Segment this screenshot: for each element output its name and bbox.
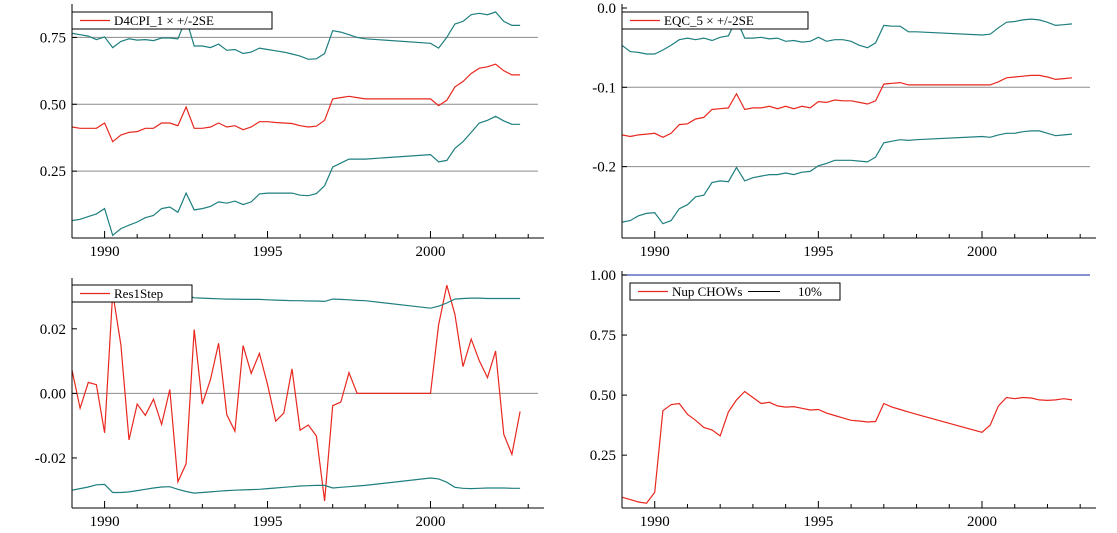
panel-d4cpi: 0.25 0.50 0.75 1990 1995 2000 D4CPI_1 × +/-2SE (40, 4, 544, 260)
y-tick-label: 0.75 (590, 328, 616, 344)
x-tick-label: 1995 (803, 244, 833, 260)
x-tick-label: 1990 (640, 514, 670, 530)
y-tick-label: -0.2 (592, 160, 616, 176)
y-tick-label: 0.75 (40, 30, 66, 46)
series-estimate-line (71, 63, 521, 143)
series-estimate-line (71, 285, 521, 501)
y-tick-label: 1.00 (590, 268, 616, 284)
legend: Res1Step (71, 284, 193, 303)
y-tick-label: 0.25 (40, 164, 66, 180)
y-tick-label: 0.50 (590, 388, 616, 404)
y-tick-label: 0.00 (40, 386, 66, 402)
y-tick-label: -0.1 (592, 80, 616, 96)
x-tick-label: 2000 (415, 244, 445, 260)
y-tick-label: 0.0 (597, 1, 616, 17)
y-tick-label: -0.02 (35, 451, 66, 467)
x-tick-label: 1990 (90, 514, 120, 530)
legend-box (629, 282, 841, 301)
series-estimate-line (621, 390, 1073, 504)
legend-box (71, 284, 193, 303)
legend-box (621, 11, 809, 30)
x-tick-label: 2000 (967, 244, 997, 260)
x-tick-label: 1995 (253, 244, 283, 260)
legend-label: Nup CHOWs (672, 284, 742, 299)
legend: Nup CHOWs 10% (629, 282, 841, 301)
legend-box (71, 11, 273, 30)
series-lower-line (71, 115, 521, 237)
x-tick-label: 1995 (803, 514, 833, 530)
y-tick-label: 0.25 (590, 448, 616, 464)
legend-label: D4CPI_1 × +/-2SE (114, 13, 214, 28)
x-tick-label: 2000 (415, 514, 445, 530)
legend-label: Res1Step (114, 286, 163, 301)
series-upper-line (71, 11, 521, 60)
panel-res1step: 0.02 0.00 -0.02 1990 1995 2000 Res1Step (35, 278, 544, 530)
y-tick-label: 0.50 (40, 97, 66, 113)
x-tick-label: 1990 (90, 244, 120, 260)
y-tick-label: 0.02 (40, 322, 66, 338)
x-tick-label: 2000 (967, 514, 997, 530)
series-lower-line (71, 477, 521, 494)
legend-label-critical: 10% (798, 284, 822, 299)
series-upper-line (621, 17, 1073, 55)
x-tick-label: 1990 (640, 244, 670, 260)
series-estimate-line (621, 74, 1073, 138)
panel-eqc: 0.0 -0.1 -0.2 1990 1995 2000 EQC_5 × +/-2SE (592, 1, 1096, 260)
x-tick-label: 1995 (253, 514, 283, 530)
legend-label: EQC_5 × +/-2SE (664, 13, 754, 28)
legend: D4CPI_1 × +/-2SE (71, 11, 273, 30)
legend: EQC_5 × +/-2SE (621, 11, 809, 30)
series-lower-line (621, 130, 1073, 225)
panel-nup-chows: 1.00 0.75 0.50 0.25 1990 1995 2000 Nup CHOWs 10% (590, 268, 1096, 530)
